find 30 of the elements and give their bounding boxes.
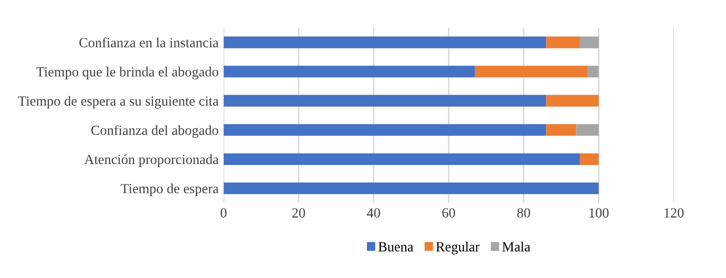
bar xyxy=(546,124,576,136)
x-tick-label: 80 xyxy=(517,208,530,218)
bar xyxy=(224,182,599,194)
y-tick-label: Tiempo que le brinda el abogado xyxy=(36,66,218,80)
bar xyxy=(224,94,546,107)
bar xyxy=(576,124,599,136)
x-tick-label: 100 xyxy=(590,208,609,218)
bar xyxy=(474,66,588,78)
x-tick-label: 20 xyxy=(292,208,306,218)
y-tick-label: Confianza del abogado xyxy=(91,125,218,138)
legend-label: Regular xyxy=(436,242,480,254)
x-tick-label: 60 xyxy=(442,208,456,218)
legend-label: Mala xyxy=(502,242,530,252)
bar xyxy=(224,36,546,48)
x-tick-label: 120 xyxy=(664,208,684,218)
y-tick-label: Confianza en la instancia xyxy=(79,37,219,48)
bar xyxy=(224,66,475,78)
legend-label: Buena xyxy=(378,242,414,252)
bar xyxy=(587,66,599,78)
bar xyxy=(224,124,546,136)
bar xyxy=(580,36,599,48)
bar xyxy=(580,153,599,165)
bar xyxy=(224,153,580,165)
bar xyxy=(546,94,599,107)
y-tick-label: Tiempo de espera a su siguiente cita xyxy=(18,96,219,109)
y-tick-label: Atención proporcionada xyxy=(84,154,219,167)
y-tick-label: Tiempo de espera xyxy=(120,184,219,196)
x-tick-label: 0 xyxy=(220,208,227,218)
bar xyxy=(546,36,580,48)
x-tick-label: 40 xyxy=(366,208,380,218)
